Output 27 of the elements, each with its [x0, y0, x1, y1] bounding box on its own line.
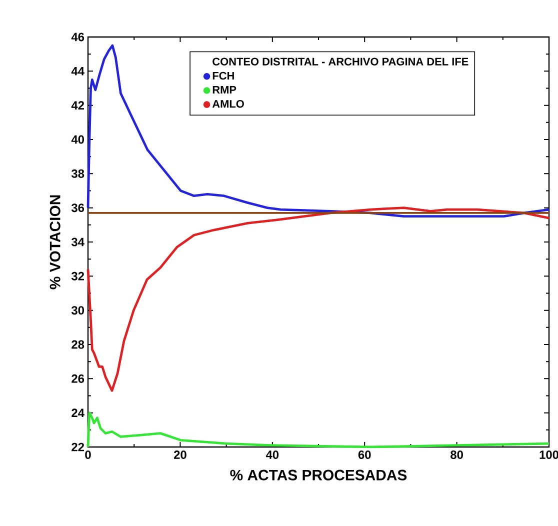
- x-tick-label: 40: [266, 450, 279, 459]
- x-tick-label: 60: [358, 450, 371, 459]
- y-tick-label: 34: [71, 238, 84, 246]
- line-series: [86, 206, 550, 392]
- y-tick-label: 32: [71, 272, 84, 280]
- x-tick-label: 20: [174, 450, 186, 459]
- y-tick-label: 46: [71, 32, 84, 42]
- y-tick-label: 36: [71, 204, 84, 212]
- y-tick-label: 38: [71, 169, 84, 178]
- y-tick-label: 30: [71, 306, 84, 315]
- x-tick-label: 80: [450, 450, 463, 459]
- legend-label: FCH: [212, 72, 234, 80]
- y-tick-label: 42: [71, 101, 84, 110]
- y-tick-label: 22: [72, 442, 84, 452]
- x-axis-title: % ACTAS PROCESADAS: [230, 470, 407, 480]
- y-axis-title: % VOTACION: [50, 195, 60, 290]
- y-tick-label: 40: [71, 135, 84, 144]
- x-tick-label: 0: [85, 450, 91, 459]
- x-tick-label: 100: [540, 450, 558, 459]
- y-tick-label: 24: [72, 408, 84, 417]
- legend-label: RMP: [212, 86, 236, 94]
- y-tick-label: 44: [71, 67, 84, 76]
- legend-label: AMLO: [212, 100, 244, 108]
- y-tick-label: 28: [72, 340, 84, 349]
- y-tick-label: 26: [72, 374, 84, 383]
- line-series: [86, 412, 550, 448]
- legend-title: CONTEO DISTRITAL - ARCHIVO PAGINA DEL IFE: [212, 58, 468, 66]
